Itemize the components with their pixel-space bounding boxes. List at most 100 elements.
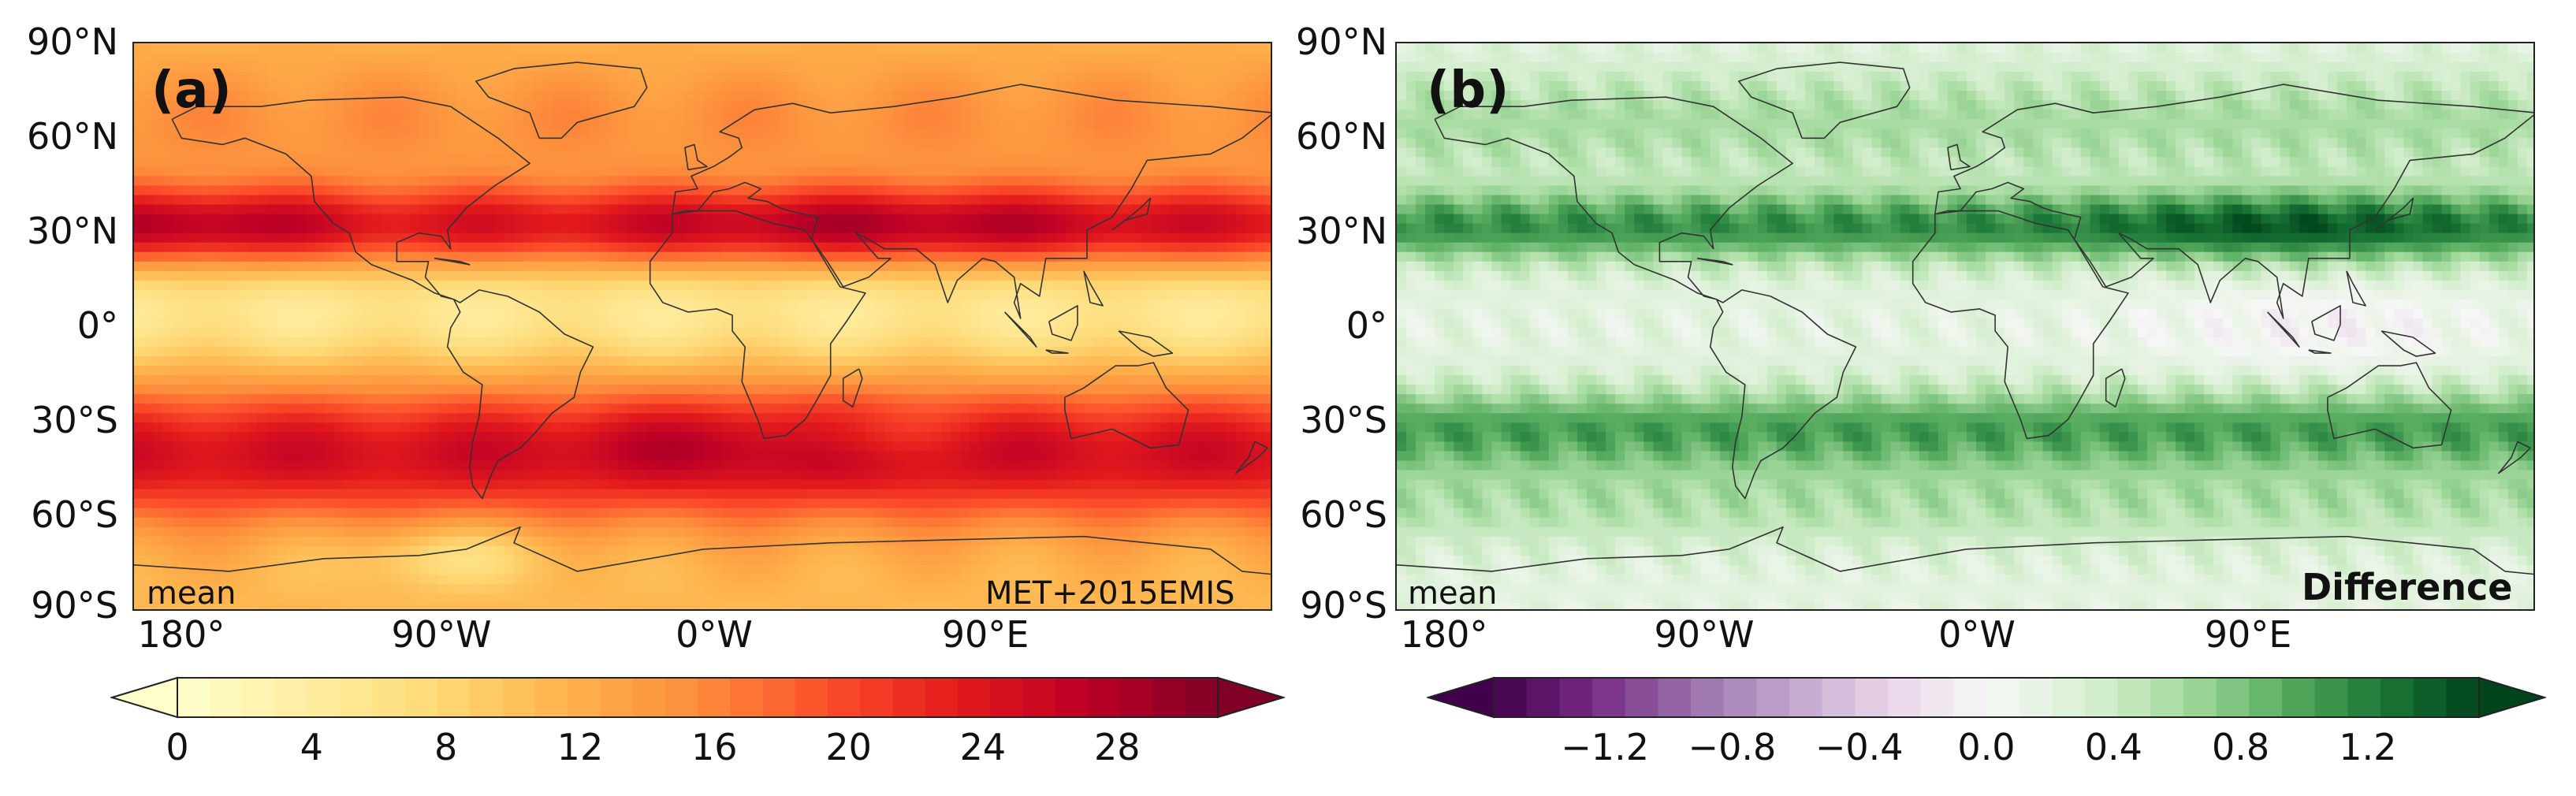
heatmap-a-cell (362, 289, 372, 300)
heatmap-a-cell (162, 328, 173, 338)
heatmap-a-cell (694, 366, 705, 376)
heatmap-a-cell (723, 413, 733, 424)
heatmap-a-cell (874, 404, 885, 414)
heatmap-a-cell (884, 62, 895, 73)
heatmap-a-cell (219, 242, 230, 253)
heatmap-a-cell (1064, 404, 1075, 414)
heatmap-a-cell (257, 128, 268, 139)
heatmap-a-cell (742, 422, 752, 433)
heatmap-a-cell (1160, 328, 1171, 338)
heatmap-a-cell (988, 100, 1000, 110)
heatmap-a-cell (181, 195, 192, 206)
heatmap-a-cell (229, 147, 240, 158)
heatmap-a-cell (352, 100, 363, 110)
heatmap-a-cell (371, 72, 382, 82)
heatmap-a-cell (1216, 261, 1227, 272)
heatmap-a-cell (723, 404, 733, 414)
heatmap-a-cell (1093, 232, 1104, 244)
heatmap-a-cell (817, 413, 828, 424)
heatmap-a-cell (884, 157, 895, 168)
heatmap-a-cell (998, 157, 1009, 168)
heatmap-a-cell (1074, 53, 1085, 63)
heatmap-a-cell (257, 119, 268, 129)
heatmap-a-cell (371, 166, 382, 177)
heatmap-a-cell (400, 413, 411, 424)
heatmap-a-cell (988, 394, 1000, 404)
heatmap-a-cell (761, 157, 772, 168)
heatmap-a-cell (1197, 91, 1208, 101)
heatmap-a-cell (229, 100, 240, 110)
heatmap-a-cell (713, 404, 724, 414)
heatmap-a-cell (646, 72, 657, 82)
heatmap-a-cell (1064, 147, 1075, 158)
heatmap-a-cell (723, 110, 733, 120)
heatmap-a-cell (884, 110, 895, 120)
heatmap-a-cell (191, 242, 202, 253)
heatmap-a-cell (343, 347, 353, 357)
heatmap-a-cell (1103, 166, 1113, 177)
heatmap-a-cell (599, 328, 610, 338)
heatmap-a-cell (1226, 43, 1237, 54)
heatmap-a-cell (362, 375, 372, 385)
map-a (132, 42, 1272, 611)
heatmap-a-cell (475, 223, 486, 234)
heatmap-a-cell (210, 375, 221, 385)
heatmap-a-cell (932, 394, 942, 404)
heatmap-a-cell (808, 43, 819, 54)
heatmap-a-cell (314, 356, 325, 366)
heatmap-a-cell (627, 347, 638, 357)
heatmap-a-cell (1169, 328, 1180, 338)
heatmap-a-cell (1150, 110, 1161, 120)
heatmap-a-cell (162, 110, 173, 120)
heatmap-a-cell (219, 195, 230, 206)
heatmap-a-cell (1131, 280, 1141, 291)
heatmap-a (134, 43, 1271, 609)
heatmap-a-cell (1026, 195, 1037, 206)
heatmap-a-cell (1178, 404, 1189, 414)
heatmap-a-cell (713, 394, 724, 404)
heatmap-a-cell (874, 62, 885, 73)
heatmap-a-cell (523, 242, 534, 253)
heatmap-a-cell (571, 347, 582, 357)
heatmap-a-cell (343, 289, 353, 300)
heatmap-a-cell (504, 280, 515, 291)
heatmap-a-cell (143, 166, 154, 177)
heatmap-a-cell (428, 138, 439, 149)
heatmap-a-cell (988, 422, 1000, 433)
heatmap-a-cell (932, 347, 942, 357)
heatmap-a-cell (1017, 166, 1028, 177)
heatmap-a-cell (599, 185, 610, 196)
heatmap-a-cell (475, 422, 486, 433)
heatmap-a-cell (295, 110, 306, 120)
heatmap-a-cell (362, 91, 372, 101)
heatmap-a-cell (333, 270, 344, 281)
heatmap-a-cell (552, 261, 562, 272)
heatmap-a-cell (1245, 394, 1256, 404)
heatmap-a-cell (485, 223, 496, 234)
heatmap-a-cell (1055, 128, 1066, 139)
heatmap-a-cell (552, 385, 562, 395)
heatmap-a-cell (523, 195, 534, 206)
heatmap-a-cell (780, 232, 791, 244)
heatmap-a-cell (191, 251, 202, 262)
heatmap-a-cell (456, 138, 467, 149)
heatmap-a-cell (894, 232, 904, 244)
heatmap-a-cell (1074, 299, 1085, 310)
heatmap-a-cell (219, 422, 230, 433)
heatmap-a-cell (1026, 204, 1037, 215)
heatmap-a-cell (1026, 185, 1037, 196)
heatmap-a-cell (1245, 176, 1256, 187)
heatmap-a-cell (504, 91, 515, 101)
heatmap-a-cell (979, 356, 990, 366)
heatmap-a-cell (475, 204, 486, 215)
heatmap-a-cell (1216, 119, 1227, 129)
heatmap-a-cell (713, 337, 724, 348)
heatmap-a-cell (1064, 119, 1075, 129)
heatmap-a-cell (922, 404, 932, 414)
heatmap-a-cell (618, 232, 629, 244)
heatmap-a-cell (409, 53, 420, 63)
heatmap-a-cell (504, 261, 515, 272)
heatmap-a-cell (1178, 204, 1189, 215)
heatmap-a-cell (874, 270, 885, 281)
heatmap-a-cell (817, 280, 828, 291)
